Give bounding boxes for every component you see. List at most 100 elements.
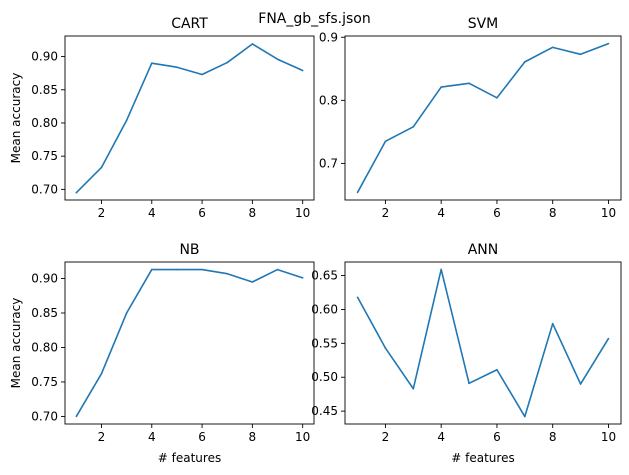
x-tick-label: 2 [382, 206, 390, 220]
x-tick-label: 8 [249, 430, 257, 444]
data-point [100, 166, 103, 169]
x-tick-label: 6 [493, 430, 501, 444]
data-point [125, 119, 128, 122]
data-point [251, 43, 254, 45]
y-tick-label: 0.90 [31, 272, 58, 286]
data-point [579, 53, 582, 56]
x-tick-label: 2 [382, 430, 390, 444]
y-tick-label: 0.80 [31, 340, 58, 354]
data-point [551, 322, 554, 325]
data-point [384, 140, 387, 143]
data-point [468, 382, 470, 385]
data-point [176, 268, 178, 271]
y-tick-label: 0.8 [319, 93, 338, 107]
data-point [551, 46, 554, 49]
data-point [356, 191, 359, 194]
y-tick-label: 0.7 [319, 156, 338, 170]
y-tick-label: 0.9 [319, 30, 338, 44]
series-line [75, 43, 304, 194]
x-tick-label: 10 [601, 206, 616, 220]
data-point [412, 126, 415, 128]
y-tick-label: 0.50 [311, 370, 338, 384]
subplot-ann: ANN 2 4 6 8 10 0.45 0.50 0.55 0.60 0.65 # features [311, 242, 622, 465]
x-tick-label: 6 [198, 430, 206, 444]
data-point [201, 73, 203, 76]
data-point [440, 86, 442, 88]
data-point [412, 387, 415, 390]
x-tick-label: 10 [295, 206, 310, 220]
y-tick-label: 0.85 [31, 83, 58, 97]
y-tick-label: 0.60 [311, 302, 338, 316]
series-line [356, 268, 610, 418]
data-point [251, 281, 254, 283]
axes-frame [344, 35, 622, 201]
data-point [176, 66, 178, 69]
axes-frame [64, 261, 315, 425]
series-line [75, 268, 303, 417]
figure-title: FNA_gb_sfs.json [258, 11, 370, 27]
series-line [356, 42, 609, 193]
x-tick-label: 6 [198, 206, 206, 220]
x-tick-label: 4 [437, 206, 445, 220]
y-tick-label: 0.45 [311, 404, 338, 418]
y-tick-label: 0.55 [311, 336, 338, 350]
x-tick-label: 4 [437, 430, 445, 444]
x-tick-label: 4 [148, 206, 156, 220]
data-point [579, 383, 582, 385]
x-tick-label: 2 [98, 430, 106, 444]
data-point [301, 69, 304, 72]
data-point [496, 97, 498, 99]
x-axis-label: # features [158, 451, 221, 465]
x-tick-label: 8 [249, 206, 257, 220]
x-tick-label: 2 [98, 206, 106, 220]
data-point [524, 415, 526, 418]
data-point [524, 61, 526, 63]
subplot-title: ANN [468, 242, 499, 258]
axes-frame [64, 35, 315, 201]
data-point [125, 312, 128, 314]
y-axis-label: Mean accuracy [9, 298, 23, 389]
subplot-svm: SVM 2 4 6 8 10 0.7 0.8 0.9 [319, 16, 622, 220]
y-tick-label: 0.75 [31, 375, 58, 389]
y-tick-label: 0.75 [31, 149, 58, 163]
data-point [150, 62, 153, 65]
x-tick-label: 8 [549, 206, 557, 220]
subplot-title: CART [171, 16, 208, 32]
data-point [75, 191, 78, 194]
x-tick-label: 10 [601, 430, 616, 444]
data-point [496, 368, 498, 371]
data-point [356, 296, 359, 299]
data-point [75, 415, 78, 418]
x-tick-label: 4 [148, 430, 156, 444]
data-point [607, 337, 610, 340]
y-tick-label: 0.90 [31, 50, 58, 64]
data-point [100, 372, 103, 375]
y-tick-label: 0.65 [311, 269, 338, 283]
y-axis-label: Mean accuracy [9, 73, 23, 164]
data-point [468, 82, 470, 85]
x-tick-label: 6 [493, 206, 501, 220]
data-point [384, 347, 387, 349]
y-tick-label: 0.85 [31, 306, 58, 320]
subplot-title: SVM [468, 16, 499, 32]
x-tick-label: 8 [549, 430, 557, 444]
data-point [276, 268, 279, 271]
y-tick-label: 0.70 [31, 409, 58, 423]
data-point [201, 268, 203, 271]
data-point [150, 268, 153, 271]
subplot-nb: NB 2 4 6 8 10 0.70 0.75 0.80 0.85 0.90 Mean accurac… [9, 242, 315, 465]
subplot-cart: CART 2 4 6 8 10 0.70 0.75 0.80 0.85 0.90 Mean accur… [9, 16, 315, 220]
y-tick-label: 0.70 [31, 182, 58, 196]
subplot-title: NB [179, 242, 199, 258]
data-point [226, 272, 229, 275]
data-point [607, 42, 610, 45]
data-point [301, 277, 304, 279]
data-point [276, 58, 279, 61]
x-axis-label: # features [451, 451, 514, 465]
data-point [440, 268, 442, 271]
y-tick-label: 0.80 [31, 116, 58, 130]
data-point [226, 61, 229, 64]
x-tick-label: 10 [295, 430, 310, 444]
axes-frame [344, 261, 622, 425]
